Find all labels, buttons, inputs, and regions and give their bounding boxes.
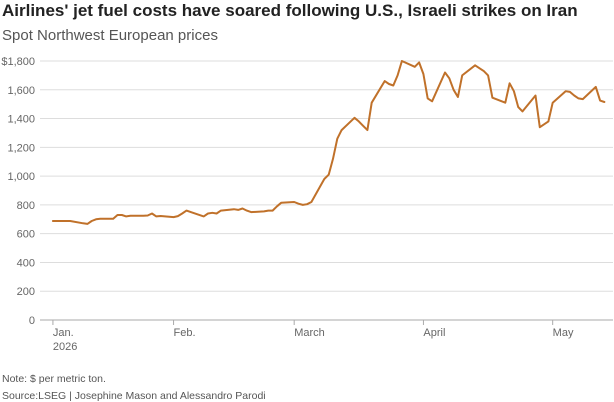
x-tick-label: Feb. [174, 327, 196, 339]
series-line-jet-fuel-price [51, 60, 606, 225]
y-tick-label: 0 [29, 315, 35, 327]
x-tick-label: April [423, 327, 445, 339]
chart-source: Source:LSEG | Josephine Mason and Alessa… [2, 390, 266, 402]
chart-note: Note: $ per metric ton. [2, 373, 106, 385]
y-tick-label: 400 [17, 257, 35, 269]
y-tick-label: 200 [17, 286, 35, 298]
x-tick-label: Jan. [53, 327, 74, 339]
x-tick-sublabel: 2026 [53, 341, 77, 353]
grid-lines [40, 60, 613, 321]
chart-subtitle: Spot Northwest European prices [2, 27, 218, 44]
x-tick-label: March [294, 327, 325, 339]
y-tick-label: 1,000 [7, 171, 35, 183]
x-tick-label: May [553, 327, 574, 339]
x-axis: Jan. 2026 Feb. March April May [52, 320, 574, 353]
y-tick-label: 1,400 [7, 114, 35, 126]
chart-title: Airlines' jet fuel costs have soared fol… [2, 1, 578, 20]
y-tick-label: 1,200 [7, 142, 35, 154]
y-tick-label: $1,800 [1, 56, 35, 68]
series-layer [51, 60, 606, 225]
y-axis-tick-labels: 0 200 400 600 800 1,000 1,200 1,400 1,600 $1,800 [1, 56, 35, 327]
y-tick-label: 800 [17, 200, 35, 212]
y-tick-label: 600 [17, 229, 35, 241]
y-tick-label: 1,600 [7, 85, 35, 97]
